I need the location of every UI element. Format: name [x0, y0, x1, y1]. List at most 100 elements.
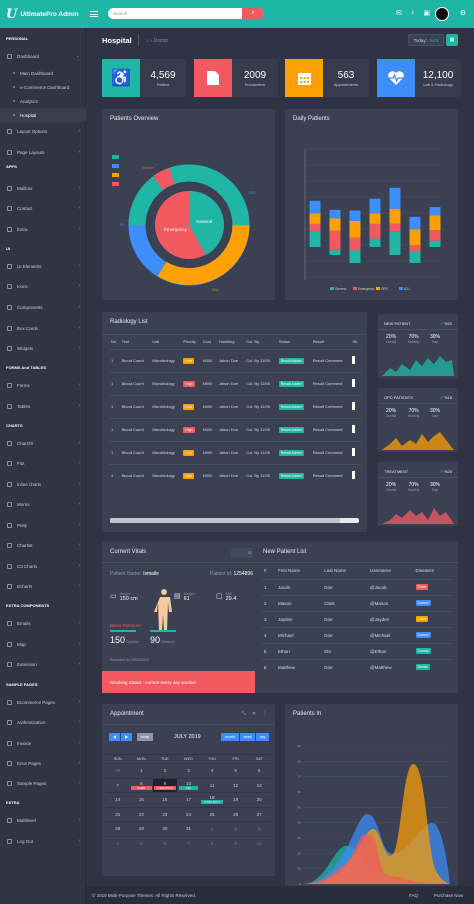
calendar-day[interactable]: 30 — [106, 763, 130, 778]
calendar-day[interactable]: 19 — [223, 792, 248, 807]
calendar-day[interactable]: 10 — [247, 835, 271, 851]
calendar-day[interactable]: 8 — [200, 835, 224, 851]
sidebar-item-icons[interactable]: Icons › — [0, 279, 86, 293]
today-button[interactable]: today — [137, 733, 153, 741]
next-month-button[interactable]: ▶ — [121, 733, 132, 741]
sidebar-item-hospital[interactable]: Hospital — [0, 108, 86, 122]
calendar-day[interactable]: 7 — [176, 835, 201, 851]
calendar-day[interactable]: 31 — [176, 821, 201, 836]
calendar-day[interactable]: 5 — [129, 835, 154, 851]
sidebar-item-widgets[interactable]: Widgets › — [0, 341, 86, 355]
sidebar-item-box-cards[interactable]: Box Cards › — [0, 321, 86, 335]
more-icon[interactable]: ⋮ — [262, 711, 267, 717]
sidebar-item-c3-charts[interactable]: C3 Charts › — [0, 559, 86, 573]
calendar-day[interactable]: 8 2:30a — [129, 777, 154, 793]
calendar-day[interactable]: 29 — [129, 821, 154, 836]
table-row[interactable]: 5 Ethan Ela @Ethan Cancer — [261, 643, 453, 659]
column-header[interactable]: # — [264, 568, 267, 574]
table-row[interactable]: 4 Blood Count Microbiology Low N500 Jahon Doe… — [109, 464, 361, 487]
sidebar-item-flot[interactable]: Flot › — [0, 456, 86, 470]
prev-month-button[interactable]: ◀ — [109, 733, 120, 741]
table-row[interactable]: 3 Jayden Doe @Jayden Lotus — [261, 611, 453, 627]
calendar-day[interactable]: 24 — [176, 806, 201, 822]
column-header[interactable]: Username — [370, 568, 391, 574]
table-row[interactable]: 1 Blood Count Microbiology Low N500 Jahon Doe… — [109, 441, 361, 464]
search-input[interactable]: Search ⌕ — [108, 8, 264, 19]
sidebar-item-page-layouts[interactable]: Page Layouts › — [0, 145, 86, 159]
vitals-search-input[interactable]: ⌕ — [231, 548, 253, 558]
purchase-link[interactable]: Purchase Now — [434, 892, 464, 898]
sidebar-item-forms[interactable]: Forms › — [0, 378, 86, 392]
column-header[interactable]: No — [111, 339, 117, 345]
calendar-day[interactable]: 2 — [223, 821, 248, 836]
sidebar-item-tables[interactable]: Tables › — [0, 399, 86, 413]
sidebar-item-sample-pages[interactable]: Sample Pages › — [0, 776, 86, 790]
calendar-day[interactable]: 25 — [200, 806, 224, 822]
apps-icon[interactable]: ▣ — [423, 10, 430, 17]
table-row[interactable]: 2 Mason Clark @Mason Cancer — [261, 595, 453, 611]
sidebar-item-mailbox[interactable]: Mailbox › — [0, 181, 86, 195]
calendar-day[interactable]: 3 — [176, 763, 201, 778]
calendar-day[interactable]: 1 — [200, 821, 224, 836]
sidebar-item-e-commerce-dashboard[interactable]: e-Commerce Dashboard — [0, 80, 86, 94]
search-button[interactable]: ⌕ — [242, 8, 264, 19]
result-link[interactable]: Result Comment — [312, 404, 343, 409]
menu-toggle-icon[interactable] — [90, 10, 98, 19]
sidebar-item-main-dashboard[interactable]: Main Dashboard — [0, 66, 86, 80]
calendar-day[interactable]: 16 — [153, 792, 177, 807]
result-link[interactable]: Result Comment — [312, 381, 343, 386]
calendar-day[interactable]: 9 — [223, 835, 248, 851]
column-header[interactable]: Cost — [202, 339, 211, 345]
calendar-day[interactable]: 17 — [176, 792, 201, 807]
calendar-day[interactable]: 23 — [153, 806, 177, 822]
calendar-event[interactable]: 12p — [178, 785, 199, 790]
calendar-day[interactable]: 4 — [200, 763, 224, 778]
bell-icon[interactable]: ♪ — [410, 9, 415, 16]
sidebar-item-map[interactable]: Map › — [0, 637, 86, 651]
home-icon[interactable]: ⌂ — [146, 38, 150, 44]
table-row[interactable]: 1 Blood Count Microbiology Low N500 Jahon Doe… — [109, 395, 361, 418]
sidebar-item-extra[interactable]: Extra › — [0, 222, 86, 236]
calendar-day[interactable]: 4 — [106, 835, 130, 851]
sidebar-item-components[interactable]: Components › — [0, 300, 86, 314]
sidebar-item-dashboard[interactable]: Dashboard ⌄ — [0, 49, 86, 63]
scrollbar-thumb[interactable] — [110, 518, 340, 523]
column-header[interactable]: Result — [312, 339, 325, 345]
calendar-day[interactable]: 11 — [200, 777, 224, 793]
calendar-event[interactable]: 2:30a — [130, 785, 153, 790]
table-row[interactable]: 1 Blood Count Microbiology High N500 Jahon Do… — [109, 372, 361, 395]
result-link[interactable]: Result Comment — [312, 358, 343, 363]
sidebar-item-authentication[interactable]: Authentication › — [0, 715, 86, 729]
sidebar-item-peity[interactable]: Peity › — [0, 518, 86, 532]
sidebar-item-layout-options[interactable]: Layout Options › — [0, 124, 86, 138]
calendar-day[interactable]: 21 — [106, 806, 130, 822]
breadcrumb-doctor[interactable]: Doctor — [153, 38, 169, 44]
calendar-day[interactable]: 12 — [223, 777, 248, 793]
table-row[interactable]: 1 Blood Count Microbiology High N500 Jahon Do… — [109, 418, 361, 441]
sidebar-item-emails[interactable]: Emails › — [0, 616, 86, 630]
mail-icon[interactable]: ✉ — [396, 10, 402, 17]
settings-gear-icon[interactable]: ⚙ — [459, 10, 466, 17]
result-link[interactable]: Result Comment — [312, 450, 343, 455]
result-link[interactable]: Result Comment — [312, 473, 343, 479]
column-header[interactable]: First Name — [278, 568, 301, 574]
date-display[interactable]: Today: Jul 9 — [408, 34, 444, 46]
column-header[interactable]: Handling — [218, 339, 235, 345]
sidebar-item-log-out[interactable]: Log Out › — [0, 834, 86, 848]
table-row[interactable]: 1 Jacob Doe @Jacob Fever — [261, 579, 453, 595]
faq-link[interactable]: FAQ — [409, 892, 419, 898]
horizontal-scrollbar[interactable] — [110, 518, 359, 523]
calendar-day[interactable]: 14 — [106, 792, 130, 807]
column-header[interactable]: Diseases — [415, 568, 435, 574]
calendar-day[interactable]: 1 — [129, 763, 154, 778]
result-link[interactable]: Result Comment — [312, 427, 343, 432]
sidebar-item-invoice[interactable]: Invoice › — [0, 736, 86, 750]
sidebar-item-ecommerce-pages[interactable]: Ecommerce Pages › — [0, 695, 86, 709]
calendar-day[interactable]: 3 — [247, 821, 271, 836]
calendar-button[interactable]: ▦ — [446, 34, 458, 46]
sidebar-item-inline-charts[interactable]: Inline charts › — [0, 477, 86, 491]
calendar-day[interactable]: 27 — [247, 806, 271, 822]
calendar-day[interactable]: 6 — [247, 763, 271, 778]
sidebar-item-morris[interactable]: Morris › — [0, 497, 86, 511]
calendar-day[interactable]: 30 — [153, 821, 177, 836]
